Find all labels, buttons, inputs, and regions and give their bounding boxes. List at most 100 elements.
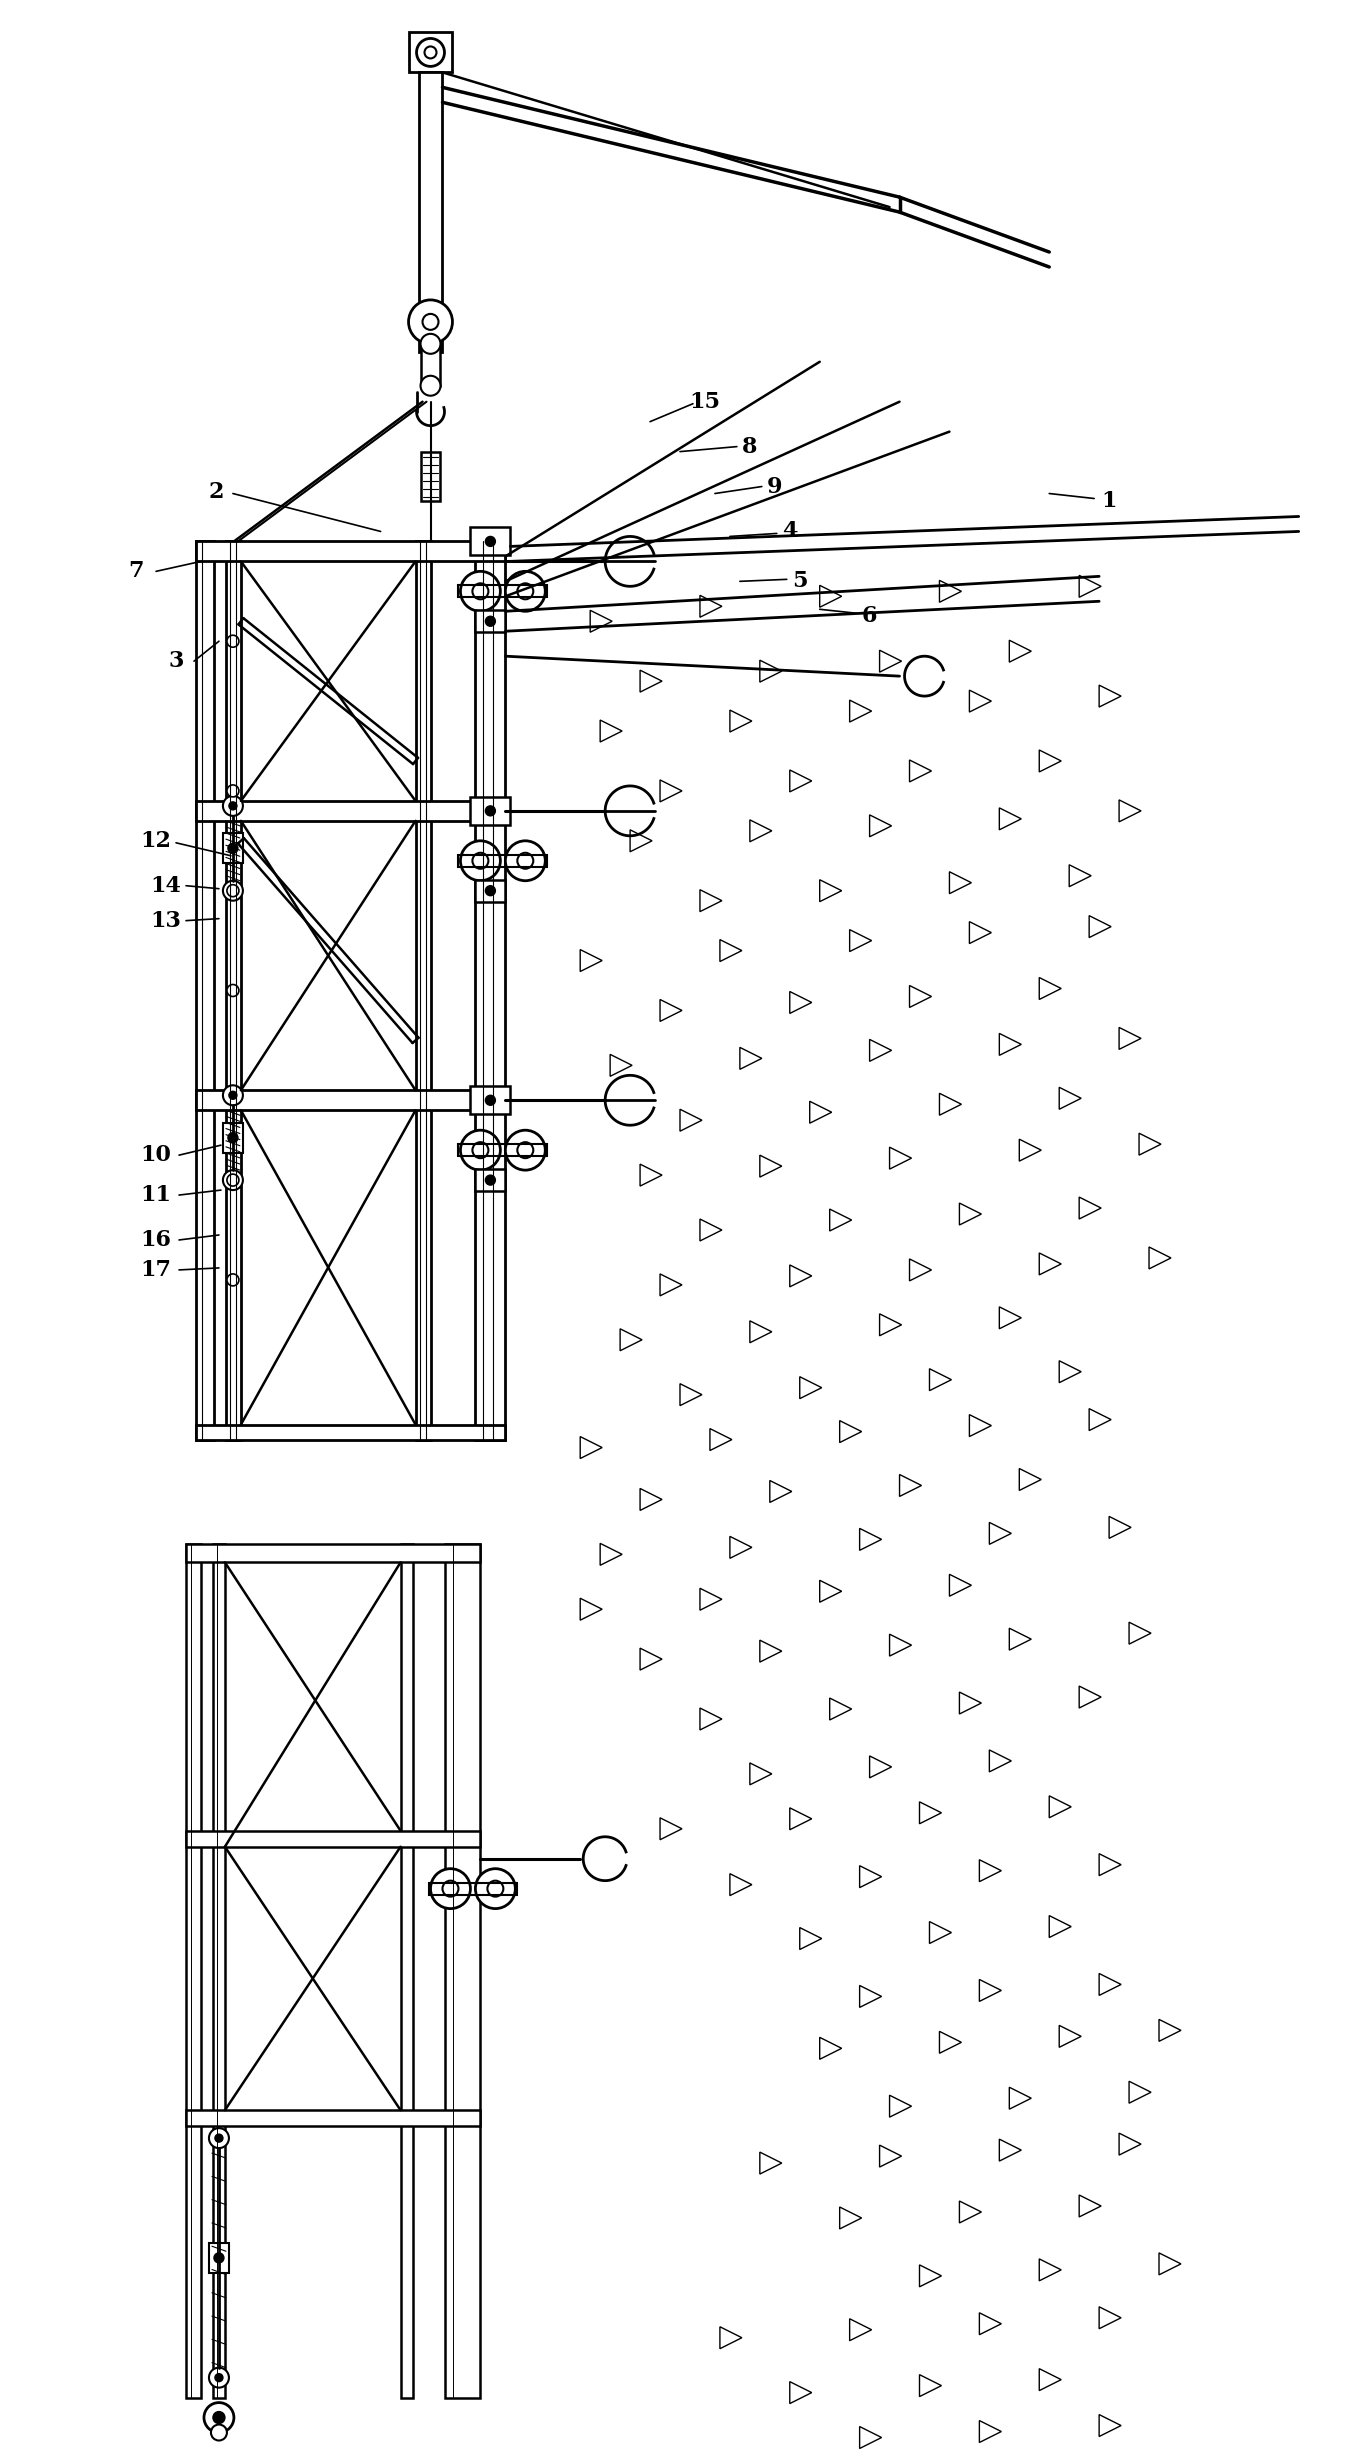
Bar [475, 541, 506, 1440]
Text: 7: 7 [129, 561, 143, 583]
Circle shape [409, 300, 452, 345]
Bar [475, 610, 506, 632]
Bar [223, 834, 244, 864]
Bar [459, 586, 547, 598]
Circle shape [487, 1880, 503, 1897]
Circle shape [215, 2375, 223, 2382]
Circle shape [208, 2367, 229, 2387]
Bar [196, 1425, 506, 1440]
Bar [471, 1085, 510, 1115]
Circle shape [517, 1142, 533, 1159]
Text: 9: 9 [767, 475, 782, 497]
Circle shape [223, 1169, 244, 1191]
Text: 10: 10 [141, 1144, 172, 1167]
Circle shape [417, 39, 445, 66]
Bar [185, 1546, 480, 1563]
Text: 17: 17 [141, 1260, 172, 1280]
Circle shape [425, 47, 437, 59]
Circle shape [215, 2134, 223, 2141]
Bar [185, 1546, 202, 2397]
Bar [196, 800, 506, 822]
Text: 15: 15 [690, 391, 720, 413]
Bar [196, 541, 506, 561]
Text: 2: 2 [208, 480, 223, 502]
Text: 14: 14 [150, 874, 181, 896]
Bar [185, 1831, 480, 1846]
Bar [223, 1122, 244, 1152]
Bar [429, 1883, 517, 1895]
Circle shape [486, 886, 495, 896]
Bar [196, 1090, 506, 1110]
Bar [196, 541, 214, 1440]
Text: 16: 16 [141, 1228, 172, 1250]
Bar [475, 879, 506, 901]
Circle shape [223, 1085, 244, 1105]
Circle shape [227, 1174, 239, 1186]
Circle shape [229, 886, 237, 896]
Circle shape [506, 842, 545, 881]
Text: 8: 8 [741, 436, 758, 458]
Bar [212, 1546, 225, 2397]
Circle shape [506, 571, 545, 610]
Circle shape [212, 2412, 225, 2424]
Circle shape [227, 785, 239, 797]
Bar [400, 1546, 413, 2397]
Text: 4: 4 [782, 519, 797, 541]
Bar [208, 2242, 229, 2274]
Bar [471, 797, 510, 824]
Circle shape [204, 2402, 234, 2431]
Circle shape [486, 536, 495, 546]
Circle shape [421, 335, 441, 354]
Circle shape [227, 883, 239, 896]
Circle shape [486, 1174, 495, 1186]
Bar [445, 1546, 480, 2397]
Bar [459, 854, 547, 866]
Circle shape [211, 2424, 227, 2441]
Text: 1: 1 [1101, 490, 1116, 512]
Circle shape [430, 1868, 471, 1910]
Circle shape [486, 805, 495, 817]
Circle shape [460, 571, 501, 610]
Circle shape [227, 984, 239, 997]
Bar [459, 1144, 547, 1157]
Text: 13: 13 [150, 911, 181, 933]
Bar [475, 1169, 506, 1191]
Circle shape [472, 854, 488, 869]
Circle shape [517, 854, 533, 869]
Circle shape [227, 1132, 238, 1142]
Circle shape [223, 795, 244, 817]
Bar [421, 345, 441, 386]
Text: 5: 5 [792, 571, 808, 593]
Text: 11: 11 [141, 1184, 172, 1206]
Bar [185, 2109, 480, 2126]
Circle shape [486, 1095, 495, 1105]
Text: 3: 3 [168, 650, 184, 672]
Circle shape [421, 377, 441, 396]
Bar [226, 541, 241, 1440]
Circle shape [422, 315, 438, 330]
Bar [409, 32, 452, 71]
Text: 12: 12 [141, 829, 172, 852]
Circle shape [223, 881, 244, 901]
Circle shape [486, 615, 495, 625]
Bar [415, 541, 430, 1440]
Circle shape [472, 1142, 488, 1159]
Circle shape [517, 583, 533, 600]
Text: 6: 6 [862, 605, 877, 628]
Circle shape [227, 635, 239, 647]
Circle shape [229, 1090, 237, 1100]
Circle shape [229, 802, 237, 810]
Bar [418, 71, 442, 352]
Circle shape [472, 583, 488, 600]
Circle shape [460, 1130, 501, 1169]
Circle shape [214, 2252, 225, 2262]
Bar [471, 527, 510, 556]
Circle shape [208, 2129, 229, 2148]
Circle shape [475, 1868, 515, 1910]
Circle shape [442, 1880, 459, 1897]
Circle shape [227, 1275, 239, 1287]
Circle shape [460, 842, 501, 881]
Bar [421, 453, 441, 502]
Circle shape [227, 844, 238, 854]
Circle shape [506, 1130, 545, 1169]
